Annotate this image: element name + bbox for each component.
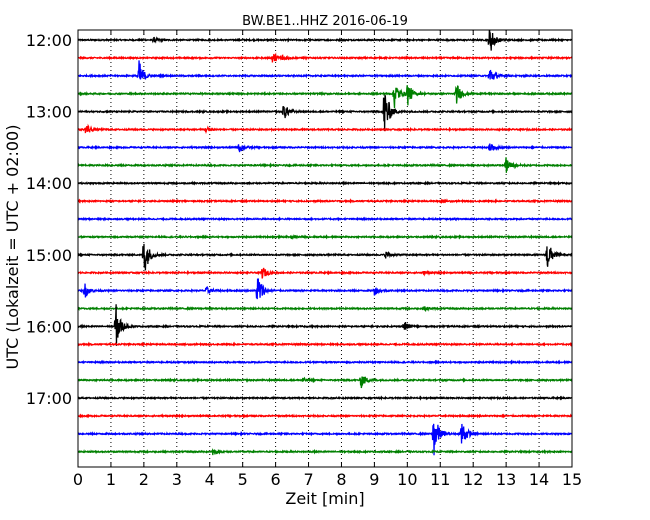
x-tick-label: 1 — [106, 470, 116, 489]
y-tick-label: 13:00 — [26, 103, 72, 122]
x-tick-label: 4 — [205, 470, 215, 489]
seismic-trace — [78, 123, 572, 135]
seismic-trace — [78, 376, 572, 389]
x-tick-label: 3 — [172, 470, 182, 489]
x-axis: 0 1 2 3 4 5 6 7 8 9 10 11 12 13 14 15 — [73, 30, 582, 489]
seismic-trace — [78, 395, 572, 401]
seismic-trace — [78, 180, 572, 187]
x-tick-label: 5 — [238, 470, 248, 489]
seismic-trace — [78, 341, 572, 348]
x-tick-label: 15 — [562, 470, 582, 489]
seismic-trace — [78, 52, 572, 63]
y-axis: 12:00 13:00 14:00 15:00 16:00 17:00 — [26, 31, 572, 408]
x-axis-label: Zeit [min] — [285, 489, 364, 508]
x-tick-label: 8 — [336, 470, 346, 489]
y-tick-label: 15:00 — [26, 246, 72, 265]
seismic-trace — [78, 359, 572, 365]
x-tick-label: 2 — [139, 470, 149, 489]
x-tick-label: 10 — [397, 470, 417, 489]
seismic-trace — [78, 448, 572, 456]
x-tick-label: 13 — [496, 470, 516, 489]
seismic-trace — [78, 143, 572, 153]
x-tick-label: 14 — [529, 470, 549, 489]
seismic-trace — [78, 157, 572, 173]
seismic-trace — [78, 94, 572, 132]
y-tick-label: 12:00 — [26, 31, 72, 50]
y-tick-label: 14:00 — [26, 174, 72, 193]
seismic-trace — [78, 243, 572, 271]
seismic-trace — [78, 267, 572, 279]
x-tick-label: 7 — [303, 470, 313, 489]
seismic-trace — [78, 85, 572, 109]
y-tick-label: 17:00 — [26, 389, 72, 408]
grid-lines — [110, 30, 540, 467]
seismic-trace — [78, 413, 572, 419]
seismic-trace — [78, 278, 572, 300]
seismic-trace — [78, 198, 572, 205]
seismic-trace — [78, 216, 572, 222]
seismic-trace — [78, 30, 572, 51]
x-tick-label: 9 — [369, 470, 379, 489]
chart-title: BW.BE1..HHZ 2016-06-19 — [242, 14, 408, 29]
y-axis-label: UTC (Lokalzeit = UTC + 02:00) — [3, 125, 22, 370]
x-tick-label: 0 — [73, 470, 83, 489]
x-tick-label: 11 — [430, 470, 450, 489]
plot-frame — [77, 29, 573, 468]
x-tick-label: 6 — [271, 470, 281, 489]
x-tick-label: 12 — [463, 470, 483, 489]
seismic-trace — [78, 423, 572, 456]
traces — [78, 30, 572, 456]
seismic-trace — [78, 305, 572, 313]
seismic-trace — [78, 304, 572, 346]
seismic-trace — [78, 234, 572, 240]
seismic-trace — [78, 60, 572, 80]
y-tick-label: 16:00 — [26, 317, 72, 336]
